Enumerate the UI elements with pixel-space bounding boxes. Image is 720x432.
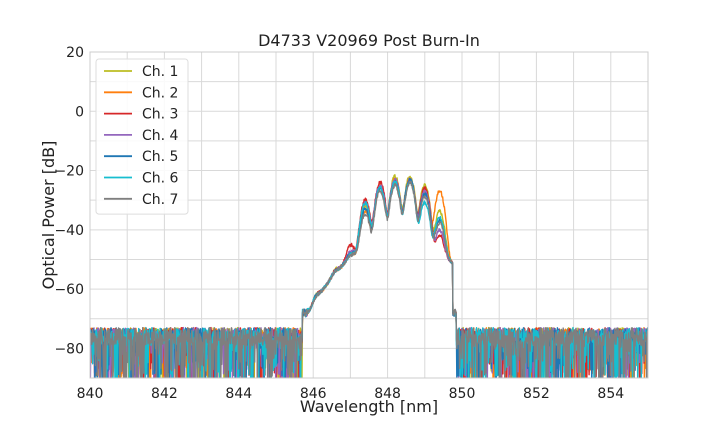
x-tick-label: 852 xyxy=(523,386,550,402)
y-axis-label: Optical Power [dB] xyxy=(39,141,58,290)
chart-title: D4733 V20969 Post Burn-In xyxy=(258,31,480,50)
y-tick-label: 20 xyxy=(66,45,84,61)
x-tick-label: 846 xyxy=(300,386,327,402)
x-tick-label: 842 xyxy=(151,386,178,402)
legend-box xyxy=(95,58,189,215)
x-tick-label: 848 xyxy=(374,386,401,402)
plot-frame xyxy=(89,51,649,379)
legend-label: Ch. 7 xyxy=(142,192,178,208)
y-tick-label: −40 xyxy=(54,223,84,239)
x-tick-label: 844 xyxy=(225,386,252,402)
legend-label: Ch. 2 xyxy=(142,85,178,101)
x-tick-label: 840 xyxy=(77,386,104,402)
x-axis-label: Wavelength [nm] xyxy=(300,397,438,416)
legend-label: Ch. 1 xyxy=(142,64,178,80)
legend-label: Ch. 3 xyxy=(142,107,178,123)
y-tick-label: −20 xyxy=(54,164,84,180)
series-group xyxy=(90,174,648,378)
plot-area xyxy=(90,174,648,378)
x-axis-ticks: 840 842 844 846 848 850 852 854 xyxy=(77,386,625,402)
legend: Ch. 1 Ch. 2 Ch. 3 Ch. 4 Ch. 5 Ch. 6 Ch. 7 xyxy=(95,58,189,215)
legend-label: Ch. 5 xyxy=(142,149,178,165)
x-tick-label: 854 xyxy=(597,386,624,402)
grid xyxy=(89,51,649,379)
y-tick-label: −60 xyxy=(54,282,84,298)
y-axis-ticks: 20 0 −20 −40 −60 −80 xyxy=(54,45,84,357)
legend-label: Ch. 4 xyxy=(142,128,179,144)
y-tick-label: −80 xyxy=(54,341,84,357)
legend-label: Ch. 6 xyxy=(142,171,179,187)
series-line-7 xyxy=(90,180,648,378)
y-tick-label: 0 xyxy=(75,104,84,120)
x-tick-label: 850 xyxy=(449,386,476,402)
